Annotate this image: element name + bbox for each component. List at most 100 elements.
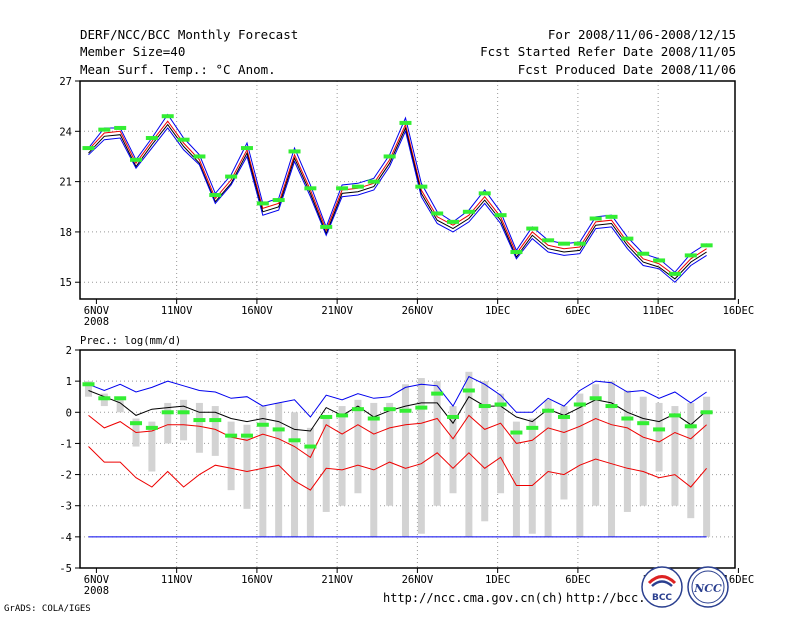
prec-ytick-label: 0 xyxy=(66,407,72,419)
temp-green-marker xyxy=(272,198,285,203)
temp-series-upper-middle xyxy=(88,120,707,277)
prec-green-marker xyxy=(145,425,158,430)
temp-green-marker xyxy=(193,154,206,159)
start-date: Fcst Started Refer Date 2008/11/05 xyxy=(480,44,736,59)
prec-ytick-label: -5 xyxy=(59,563,72,575)
produced-date: Fcst Produced Date 2008/11/06 xyxy=(517,62,736,77)
prec-green-marker xyxy=(351,407,364,412)
prec-green-marker xyxy=(209,418,222,423)
temp-xtick-label: 6DEC xyxy=(565,305,590,317)
bcc-logo-icon: BCC xyxy=(641,566,683,608)
temp-green-marker xyxy=(494,213,507,218)
prec-green-marker xyxy=(177,410,190,415)
temp-green-marker xyxy=(526,226,539,231)
temp-green-marker xyxy=(447,219,460,224)
prec-xtick-label: 1DEC xyxy=(485,574,510,586)
prec-range-bar xyxy=(386,402,394,506)
temp-green-marker xyxy=(130,157,143,162)
temp-green-marker xyxy=(415,184,428,189)
prec-green-marker xyxy=(161,410,174,415)
prec-range-bar xyxy=(687,402,695,519)
prec-range-bar xyxy=(639,396,647,506)
prec-green-marker xyxy=(573,402,586,407)
prec-range-bar xyxy=(497,393,505,494)
prec-green-marker xyxy=(193,418,206,423)
svg-text:NCC: NCC xyxy=(693,582,722,595)
temp-green-marker xyxy=(510,250,523,255)
svg-text:BCC: BCC xyxy=(652,593,672,603)
temp-green-marker xyxy=(145,136,158,141)
prec-series-mean xyxy=(88,390,707,432)
temp-green-marker xyxy=(700,243,713,248)
prec-green-marker xyxy=(668,413,681,418)
prec-range-bar xyxy=(417,378,425,534)
prec-green-marker xyxy=(399,408,412,413)
prec-range-bar xyxy=(243,424,251,509)
prec-range-bar xyxy=(291,412,299,537)
prec-range-bar xyxy=(275,402,283,537)
prec-range-bar xyxy=(338,406,346,506)
temp-year-label: 2008 xyxy=(84,316,109,328)
prec-range-bar xyxy=(211,406,219,456)
prec-xtick-label: 11NOV xyxy=(161,574,193,586)
prec-green-marker xyxy=(240,433,253,438)
prec-green-marker xyxy=(462,388,475,393)
prec-range-bar xyxy=(401,384,409,537)
ncc-url[interactable]: http://ncc.cma.gov.cn(ch) xyxy=(383,591,564,605)
prec-range-bar xyxy=(449,406,457,494)
forecast-period: For 2008/11/06-2008/12/15 xyxy=(547,27,736,42)
prec-green-marker xyxy=(684,424,697,429)
prec-range-bar xyxy=(180,399,188,441)
prec-ytick-label: -2 xyxy=(59,470,72,482)
temp-green-marker xyxy=(336,186,349,191)
prec-green-marker xyxy=(589,396,602,401)
prec-green-marker xyxy=(304,444,317,449)
temp-green-marker xyxy=(573,241,586,246)
prec-range-bar xyxy=(465,371,473,537)
temp-green-marker xyxy=(605,214,618,219)
prec-range-bar xyxy=(528,418,536,534)
prec-range-bar xyxy=(671,406,679,506)
temp-series-upper-bound xyxy=(88,113,707,273)
prec-range-bar xyxy=(560,406,568,500)
prec-xtick-label: 21NOV xyxy=(321,574,353,586)
prec-xtick-label: 26NOV xyxy=(402,574,434,586)
prec-xtick-label: 16NOV xyxy=(241,574,273,586)
temp-series-lower-middle xyxy=(88,123,707,280)
prec-range-bar xyxy=(623,390,631,512)
prec-ytick-label: 2 xyxy=(66,345,72,357)
prec-green-marker xyxy=(605,404,618,409)
temp-ytick-label: 24 xyxy=(59,126,72,138)
temp-green-marker xyxy=(431,211,444,216)
prec-green-marker xyxy=(431,391,444,396)
prec-green-marker xyxy=(256,422,269,427)
prec-green-marker xyxy=(367,416,380,421)
prec-green-marker xyxy=(415,405,428,410)
prec-green-marker xyxy=(557,414,570,419)
variable-label: Mean Surf. Temp.: °C Anom. xyxy=(80,62,276,77)
prec-green-marker xyxy=(542,408,555,413)
prec-green-marker xyxy=(130,421,143,426)
temp-green-marker xyxy=(589,216,602,221)
forecast-title: DERF/NCC/BCC Monthly Forecast xyxy=(80,27,299,42)
prec-green-marker xyxy=(526,425,539,430)
prec-green-marker xyxy=(383,407,396,412)
temp-green-marker xyxy=(668,271,681,276)
temp-green-marker xyxy=(98,127,111,132)
prec-range-bar xyxy=(481,381,489,522)
bcc-url[interactable]: http://bcc.c xyxy=(566,591,653,605)
prec-year-label: 2008 xyxy=(84,585,109,597)
temp-green-marker xyxy=(367,179,380,184)
temp-xtick-label: 16NOV xyxy=(241,305,273,317)
prec-panel-title: Prec.: log(mm/d) xyxy=(80,335,181,347)
prec-series-upper-red xyxy=(88,414,707,459)
prec-range-bar xyxy=(433,381,441,506)
temp-green-marker xyxy=(653,258,666,263)
prec-range-bar xyxy=(354,399,362,494)
temp-xtick-label: 21NOV xyxy=(321,305,353,317)
grads-credit: GrADS: COLA/IGES xyxy=(4,604,91,614)
temp-green-marker xyxy=(542,238,555,243)
ncc-logo-icon: NCC xyxy=(687,566,729,608)
prec-plot-frame xyxy=(79,349,736,569)
prec-range-bar xyxy=(306,427,314,537)
